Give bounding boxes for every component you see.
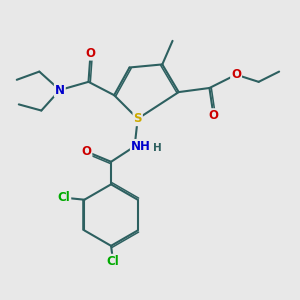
- Text: O: O: [231, 68, 241, 81]
- Text: S: S: [134, 112, 142, 125]
- Text: N: N: [55, 83, 65, 97]
- Text: Cl: Cl: [107, 255, 119, 268]
- Text: O: O: [208, 109, 218, 122]
- Text: O: O: [82, 145, 92, 158]
- Text: H: H: [153, 143, 161, 154]
- Text: Cl: Cl: [58, 191, 70, 204]
- Text: NH: NH: [131, 140, 151, 153]
- Text: O: O: [85, 46, 96, 60]
